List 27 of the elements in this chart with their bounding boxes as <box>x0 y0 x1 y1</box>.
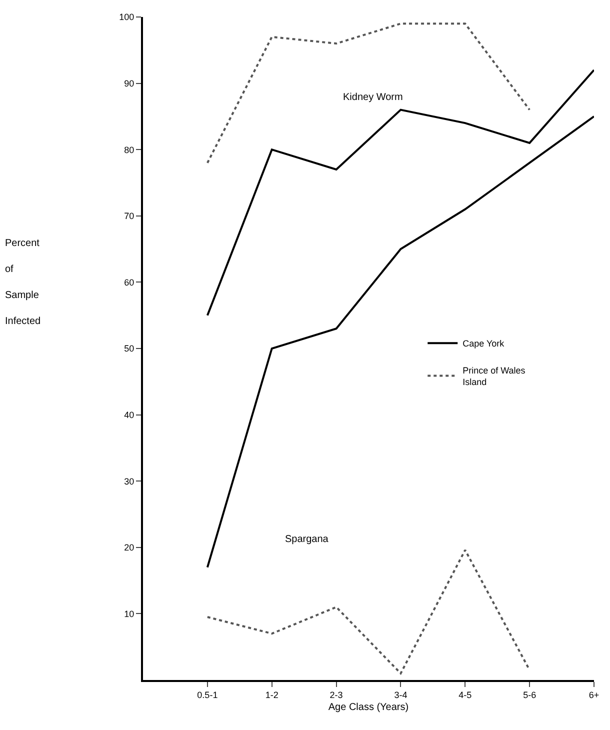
legend-label: Prince of Wales Island <box>462 365 526 388</box>
annotation: Kidney Worm <box>343 92 403 103</box>
y-tick-label: 50 <box>124 344 134 354</box>
y-tick-label: 70 <box>124 211 134 222</box>
line-series <box>206 22 531 164</box>
x-tick-label: 5-6 <box>523 690 536 700</box>
y-tick-label: 40 <box>124 410 134 420</box>
legend-label: Cape York <box>462 338 505 349</box>
y-tick-label: 90 <box>124 78 134 88</box>
x-tick-label: 0.5-1 <box>197 690 218 700</box>
y-tick-label: 80 <box>124 144 134 155</box>
y-tick-label: 60 <box>124 277 134 288</box>
line-series <box>206 69 594 316</box>
line-series <box>206 115 594 568</box>
x-tick-label: 4-5 <box>458 690 472 700</box>
x-tick-label: 1-2 <box>265 690 278 700</box>
annotation: Spargana <box>285 534 329 545</box>
x-axis-title: Age Class (Years) <box>328 702 409 713</box>
x-tick-label: 6+ <box>588 690 600 700</box>
y-tick-label: 100 <box>119 12 134 22</box>
text: Percent of Sample Infected <box>5 238 41 327</box>
y-tick-label: 20 <box>124 542 134 553</box>
y-tick-label: 30 <box>124 476 134 486</box>
line-series <box>206 549 531 674</box>
x-tick-label: 2-3 <box>330 690 343 700</box>
y-tick-label: 10 <box>124 608 134 619</box>
x-tick-label: 3-4 <box>394 690 408 700</box>
